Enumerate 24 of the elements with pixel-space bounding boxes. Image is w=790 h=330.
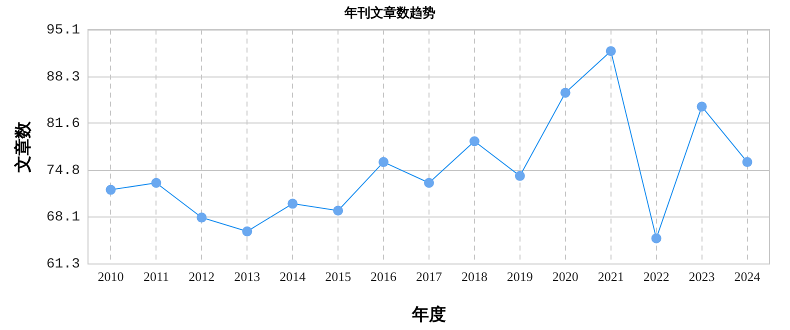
x-tick-label: 2012 xyxy=(188,269,215,284)
y-tick-label: 95.1 xyxy=(46,22,80,38)
y-axis-title: 文章数 xyxy=(14,120,33,174)
x-tick-label: 2020 xyxy=(552,269,578,284)
y-tick-label: 74.8 xyxy=(46,163,80,180)
x-tick-label: 2010 xyxy=(98,269,124,284)
x-tick-label: 2022 xyxy=(643,269,670,284)
x-tick-label: 2023 xyxy=(688,269,715,284)
x-axis-title: 年度 xyxy=(411,305,446,324)
y-tick-label: 61.3 xyxy=(46,256,80,273)
y-tick-label: 81.6 xyxy=(46,116,80,132)
x-tick-label: 2021 xyxy=(598,269,624,284)
y-tick-label: 68.1 xyxy=(46,210,80,226)
x-tick-label: 2024 xyxy=(734,269,761,284)
x-tick-label: 2014 xyxy=(280,269,306,284)
chart-title: 年刊文章数趋势 xyxy=(344,5,436,20)
x-tick-label: 2013 xyxy=(234,269,260,284)
x-tick-label: 2019 xyxy=(506,269,533,284)
y-tick-label: 88.3 xyxy=(46,69,80,86)
x-tick-label: 2017 xyxy=(416,269,443,284)
x-tick-label: 2016 xyxy=(370,269,398,284)
x-tick-label: 2015 xyxy=(325,269,352,284)
x-tick-label: 2018 xyxy=(461,269,488,284)
x-tick-label: 2011 xyxy=(143,269,169,284)
